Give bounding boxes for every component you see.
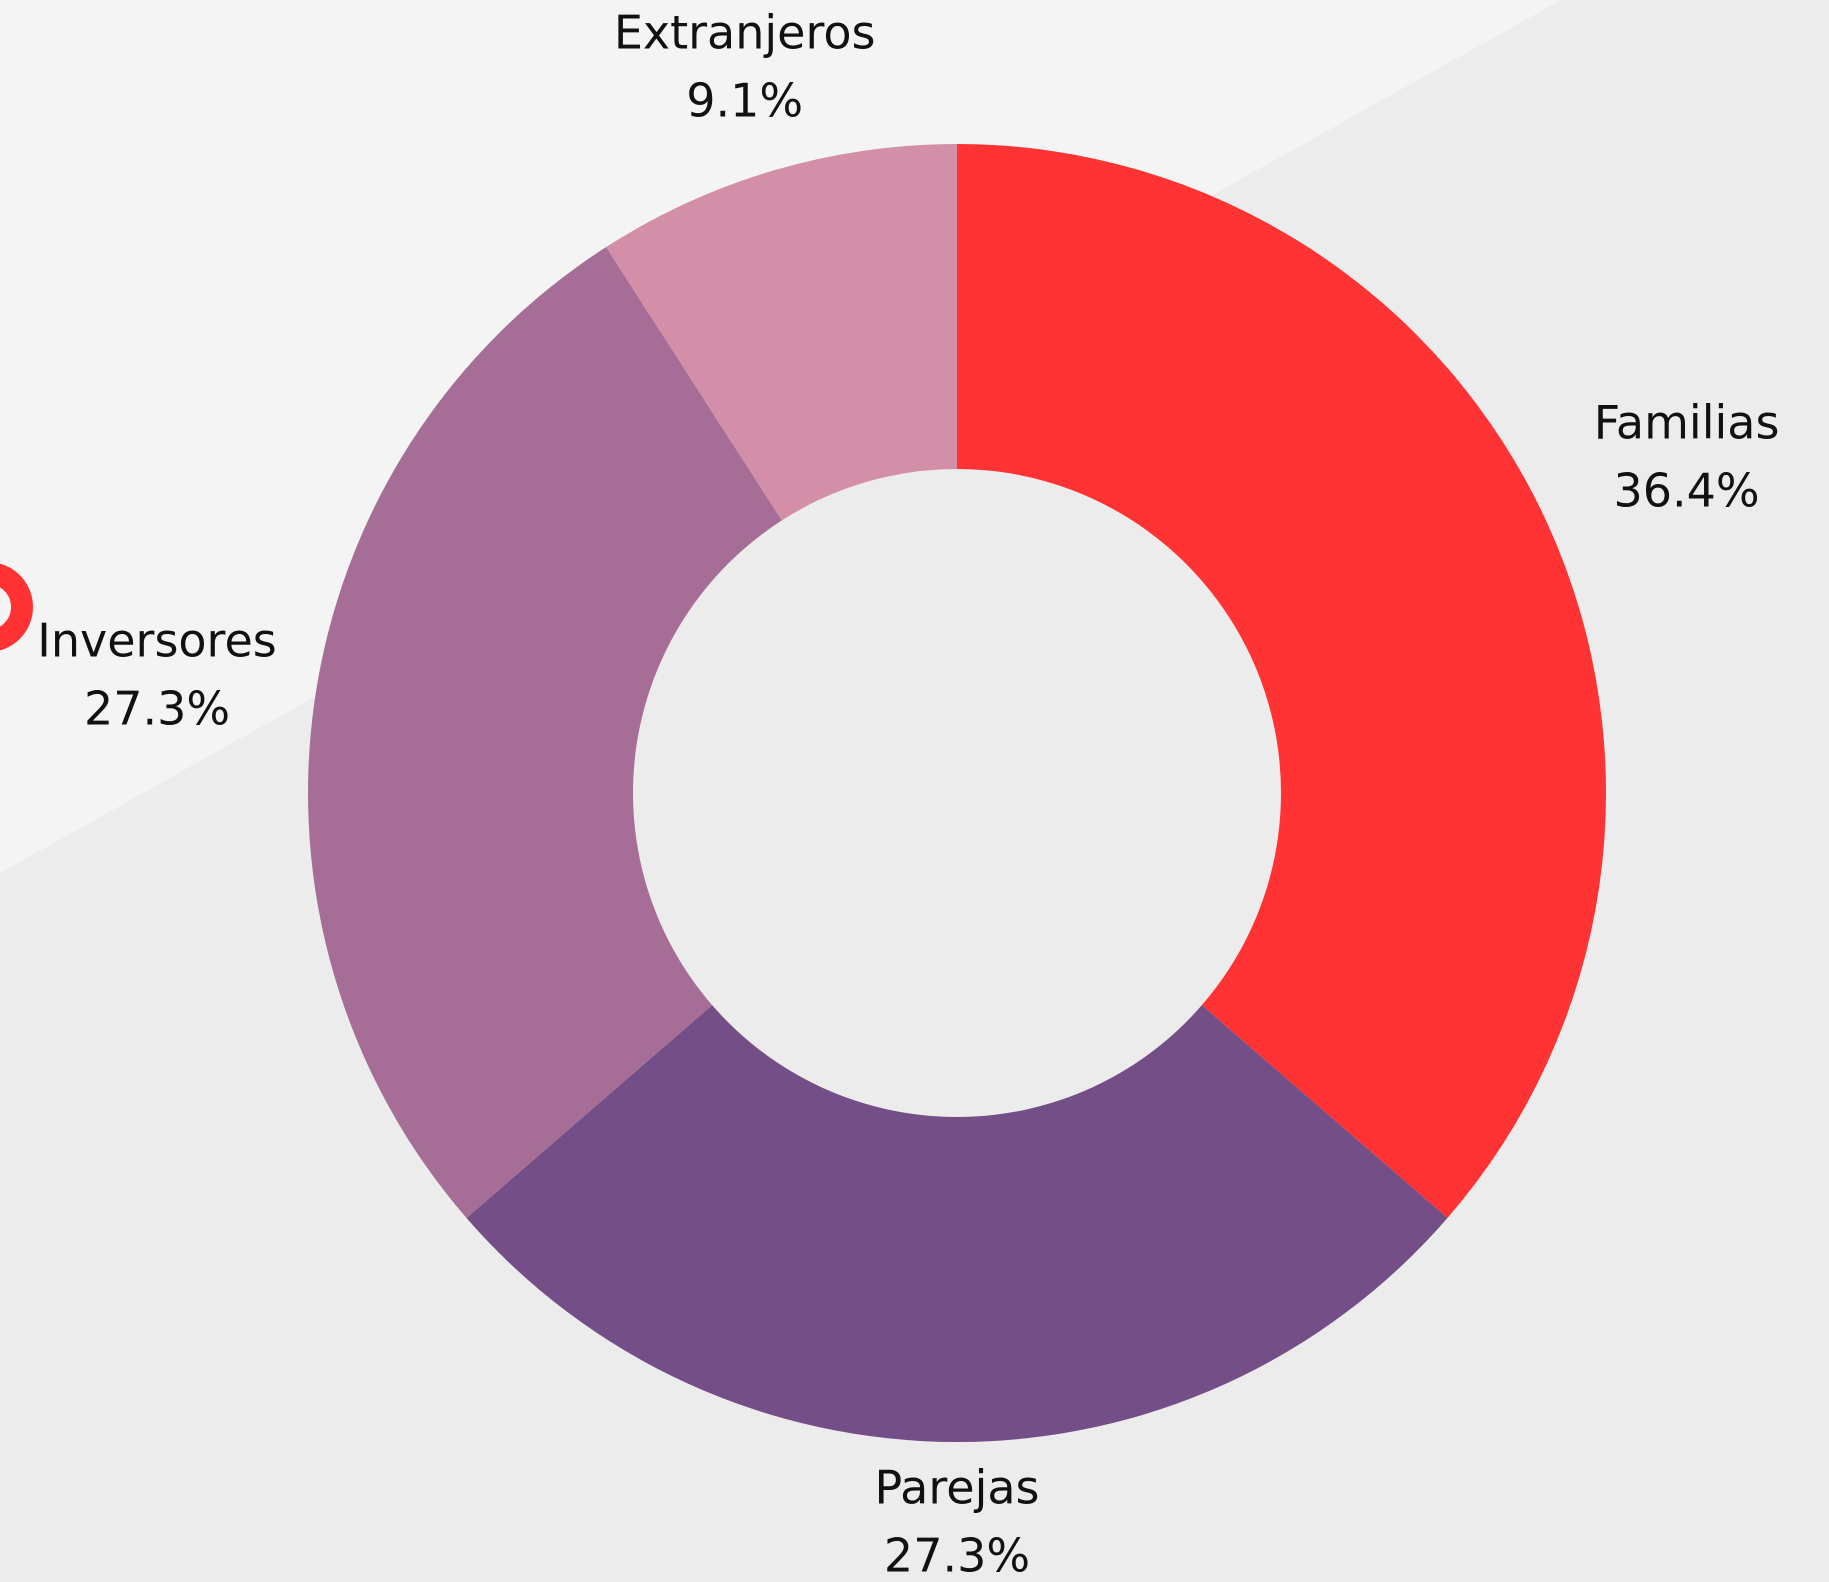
slice xyxy=(307,247,782,1219)
slice-value-label: 9.1% xyxy=(686,73,803,127)
slice-label: Extranjeros xyxy=(614,5,876,59)
slice xyxy=(957,144,1607,1219)
decoration xyxy=(0,563,33,651)
slice-label: Familias xyxy=(1594,395,1780,449)
slice xyxy=(466,1005,1448,1442)
slice-value-label: 27.3% xyxy=(84,681,230,735)
slice-value-label: 27.3% xyxy=(884,1529,1030,1582)
slice-label: Parejas xyxy=(875,1461,1040,1515)
slice-label: Inversores xyxy=(37,613,276,667)
slice xyxy=(606,144,957,521)
labels: Familias 36.4% Parejas 27.3% Inversores 27.3%… xyxy=(37,5,1779,1582)
slices xyxy=(307,144,1607,1442)
slice-value-label: 36.4% xyxy=(1613,463,1759,517)
